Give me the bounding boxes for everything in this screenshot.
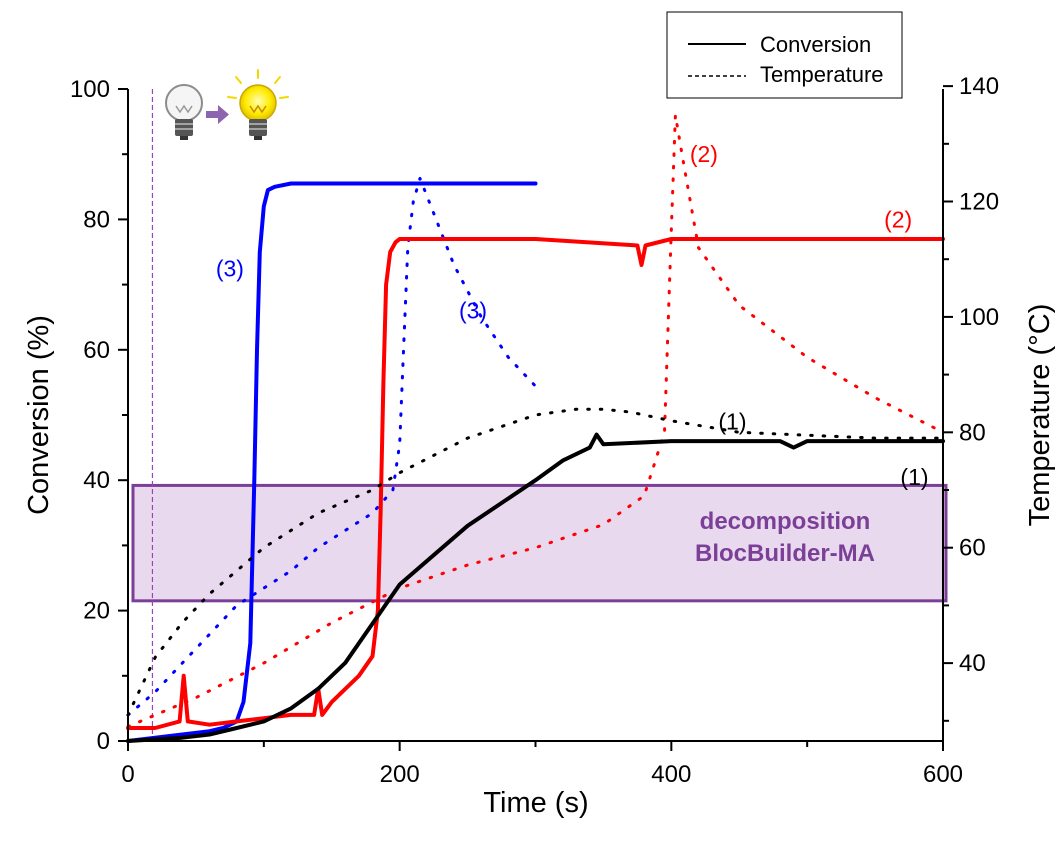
series-annotation: (2)	[690, 141, 718, 167]
legend-frame	[666, 11, 903, 99]
series-conversion-2	[126, 237, 945, 730]
series-conversion-0	[126, 181, 538, 743]
band-label-line1: decomposition	[700, 508, 871, 535]
y-tick-label: 0	[97, 728, 110, 755]
light-off-icon	[165, 84, 203, 140]
series-annotation: (1)	[718, 409, 746, 435]
y2-tick-label: 120	[959, 189, 999, 216]
y-tick-label: 20	[83, 598, 110, 625]
y2-tick-label: 80	[959, 419, 986, 446]
x-axis-title: Time (s)	[483, 787, 588, 819]
legend-conversion-label: Conversion	[760, 32, 871, 57]
arrow-right-icon	[206, 105, 229, 124]
legend-temperature-label: Temperature	[760, 62, 884, 87]
series-temperature-5	[126, 407, 945, 717]
series-annotation: (1)	[900, 464, 928, 490]
y2-tick-label: 40	[959, 650, 986, 677]
y-tick-label: 80	[83, 206, 110, 233]
y-tick-label: 60	[83, 337, 110, 364]
light-on-icon	[227, 69, 289, 140]
x-tick-label: 200	[380, 761, 420, 788]
x-tick-label: 400	[651, 761, 691, 788]
series-conversion-4	[126, 432, 945, 743]
legend: Conversion Temperature	[666, 11, 903, 99]
series-annotation: (3)	[459, 298, 487, 324]
series-temperature-1	[126, 176, 537, 717]
series-annotation: (3)	[216, 255, 244, 281]
x-tick-label: 600	[923, 761, 963, 788]
light-bulbs-icon	[165, 69, 289, 140]
y-tick-label: 100	[70, 76, 110, 103]
y-tick-label: 40	[83, 467, 110, 494]
y2-axis-title: Temperature (°C)	[1024, 304, 1056, 527]
y2-tick-label: 100	[959, 304, 999, 331]
y2-tick-label: 60	[959, 535, 986, 562]
x-tick-label: 0	[121, 761, 134, 788]
y2-tick-label: 140	[959, 73, 999, 100]
y-axis-title: Conversion (%)	[23, 315, 55, 515]
series-temperature-3	[126, 113, 945, 729]
series-annotation: (2)	[884, 206, 912, 232]
band-label-line2: BlocBuilder-MA	[695, 540, 875, 567]
